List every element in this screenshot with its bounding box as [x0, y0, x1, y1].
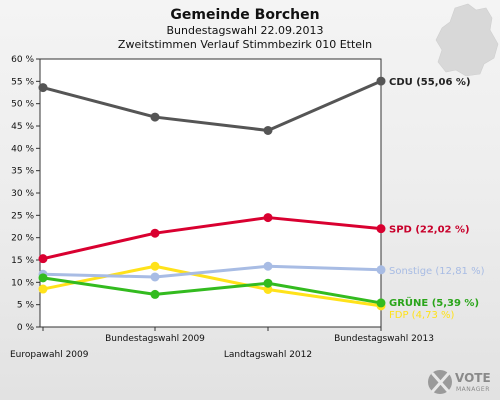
data-point — [38, 83, 48, 93]
y-tick-label: 40 % — [11, 144, 34, 154]
series-label: FDP (4,73 %) — [389, 310, 455, 321]
series-label: Sonstige (12,81 %) — [389, 266, 485, 277]
data-point — [263, 125, 273, 135]
y-tick-label: 10 % — [11, 278, 34, 288]
data-point — [38, 273, 48, 283]
data-point — [263, 261, 273, 271]
y-tick-label: 0 % — [17, 323, 35, 333]
plot-area — [39, 58, 382, 328]
y-tick-label: 5 % — [17, 301, 35, 311]
series-layer — [38, 76, 386, 311]
series-line — [42, 276, 382, 305]
series-spd — [38, 213, 386, 264]
logo-text-manager: MANAGER — [456, 386, 490, 393]
logo-text-vote: VOTE — [455, 371, 491, 385]
data-point — [150, 272, 160, 282]
x-tick-label: Europawahl 2009 — [10, 350, 89, 360]
data-point — [376, 76, 386, 86]
x-tick-label: Landtagswahl 2012 — [224, 350, 312, 360]
x-axis: Europawahl 2009 Bundestagswahl 2009 Landta… — [10, 327, 434, 360]
data-point — [150, 228, 160, 238]
series-label: CDU (55,06 %) — [389, 77, 471, 88]
data-point — [376, 224, 386, 234]
data-point — [263, 213, 273, 223]
series-line — [42, 79, 382, 132]
y-tick-label: 45 % — [11, 122, 34, 132]
y-tick-label: 35 % — [11, 167, 34, 177]
series-line — [42, 264, 382, 308]
y-axis: 0 % 5 % 10 % 15 % 20 % 25 % 30 % 35 % 40 % 45 % 50… — [11, 55, 40, 333]
series-label: GRÜNE (5,39 %) — [389, 295, 479, 309]
chart-subtitle-line-1: Bundestagswahl 22.09.2013 — [167, 24, 324, 37]
y-tick-label: 55 % — [11, 77, 34, 87]
x-tick-label: Bundestagswahl 2013 — [334, 334, 434, 344]
germany-map-icon — [435, 3, 499, 77]
series-labels: CDU (55,06 %) SPD (22,02 %) Sonstige (12,8… — [389, 77, 485, 321]
y-tick-label: 25 % — [11, 211, 34, 221]
data-point — [38, 284, 48, 294]
series-line — [42, 216, 382, 261]
data-point — [263, 278, 273, 288]
data-point — [376, 265, 386, 275]
data-point — [150, 289, 160, 299]
series-label: SPD (22,02 %) — [389, 225, 470, 236]
series-grne — [38, 273, 386, 308]
votemanager-logo: VOTE MANAGER — [428, 370, 491, 394]
series-cdu — [38, 76, 386, 135]
y-tick-label: 50 % — [11, 100, 34, 110]
y-tick-label: 30 % — [11, 189, 34, 199]
x-tick-label: Bundestagswahl 2009 — [105, 334, 205, 344]
data-point — [263, 284, 273, 294]
data-point — [376, 298, 386, 308]
data-point — [150, 261, 160, 271]
y-tick-label: 60 % — [11, 55, 34, 65]
series-fdp — [38, 261, 386, 311]
series-line — [42, 264, 382, 279]
y-tick-label: 20 % — [11, 234, 34, 244]
chart-subtitle-line-2: Zweitstimmen Verlauf Stimmbezirk 010 Ett… — [118, 38, 372, 51]
data-point — [150, 112, 160, 122]
y-tick-label: 15 % — [11, 256, 34, 266]
data-point — [38, 254, 48, 264]
chart-title: Gemeinde Borchen — [170, 7, 319, 23]
x-mark-icon — [428, 370, 452, 394]
